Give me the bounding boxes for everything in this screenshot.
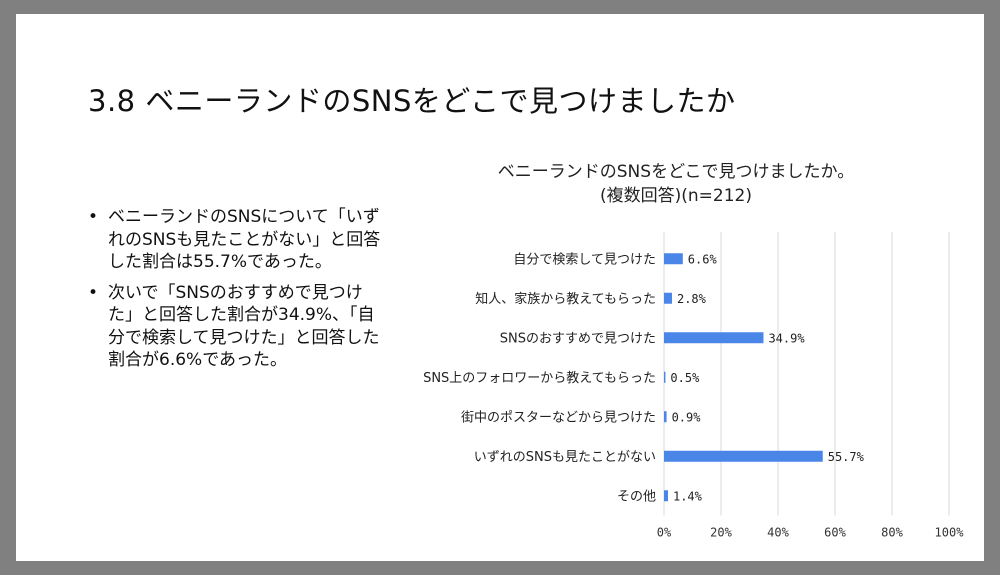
slide-title: 3.8 ベニーランドのSNSをどこで見つけましたか bbox=[88, 84, 736, 118]
data-label: 0.9% bbox=[672, 410, 702, 424]
bullet-dot-icon: • bbox=[88, 207, 99, 227]
data-label: 34.9% bbox=[768, 331, 805, 345]
chart-title: ベニーランドのSNSをどこで見つけましたか。 bbox=[497, 162, 855, 182]
category-label: 自分で検索して見つけた bbox=[513, 252, 656, 267]
x-tick-label: 80% bbox=[881, 526, 903, 540]
bullet-text: ベニーランドのSNSについて「いずれのSNSも見たことがない」と回答した割合は5… bbox=[108, 207, 381, 272]
data-label: 55.7% bbox=[828, 450, 865, 464]
data-label: 2.8% bbox=[677, 292, 707, 306]
category-label: 知人、家族から教えてもらった bbox=[475, 291, 656, 307]
data-label: 1.4% bbox=[673, 489, 703, 503]
bar bbox=[664, 371, 666, 383]
x-tick-label: 20% bbox=[710, 526, 732, 540]
category-label: いずれのSNSも見たことがない bbox=[474, 450, 656, 465]
bar bbox=[664, 490, 668, 502]
data-label: 6.6% bbox=[688, 252, 718, 266]
chart-title-block: ベニーランドのSNSをどこで見つけましたか。 (複数回答)(n=212) bbox=[396, 160, 956, 208]
x-tick-label: 60% bbox=[824, 526, 846, 540]
category-label: 街中のポスターなどから見つけた bbox=[461, 410, 656, 425]
category-label: その他 bbox=[617, 489, 656, 504]
category-label: SNS上のフォロワーから教えてもらった bbox=[423, 370, 656, 386]
x-tick-label: 40% bbox=[767, 526, 789, 540]
bullet-dot-icon: • bbox=[88, 282, 99, 303]
bar bbox=[664, 450, 823, 462]
x-tick-label: 100% bbox=[935, 526, 965, 540]
chart-subtitle: (複数回答)(n=212) bbox=[600, 186, 752, 206]
bullet-item: • ベニーランドのSNSについて「いずれのSNSも見たことがない」と回答した割合… bbox=[86, 206, 386, 274]
data-label: 0.5% bbox=[670, 371, 700, 385]
category-label: SNSのおすすめで見つけた bbox=[500, 331, 656, 346]
bullet-item: • 次いで「SNSのおすすめで見つけた」と回答した割合が34.9%、「自分で検索… bbox=[86, 282, 386, 372]
bar bbox=[664, 292, 672, 304]
slide: 3.8 ベニーランドのSNSをどこで見つけましたか • ベニーランドのSNSにつ… bbox=[16, 14, 984, 561]
x-tick-label: 0% bbox=[657, 526, 672, 540]
bullet-text: 次いで「SNSのおすすめで見つけた」と回答した割合が34.9%、「自分で検索して… bbox=[108, 282, 380, 371]
bar bbox=[664, 253, 683, 265]
bar bbox=[664, 332, 764, 344]
bar-chart: 0% 20% 40% 60% 80% 100% 自分で検索して見つけた 6.6% 知人、家族から… bbox=[423, 232, 965, 540]
bar bbox=[664, 411, 667, 423]
bullet-list: • ベニーランドのSNSについて「いずれのSNSも見たことがない」と回答した割合… bbox=[86, 206, 386, 380]
